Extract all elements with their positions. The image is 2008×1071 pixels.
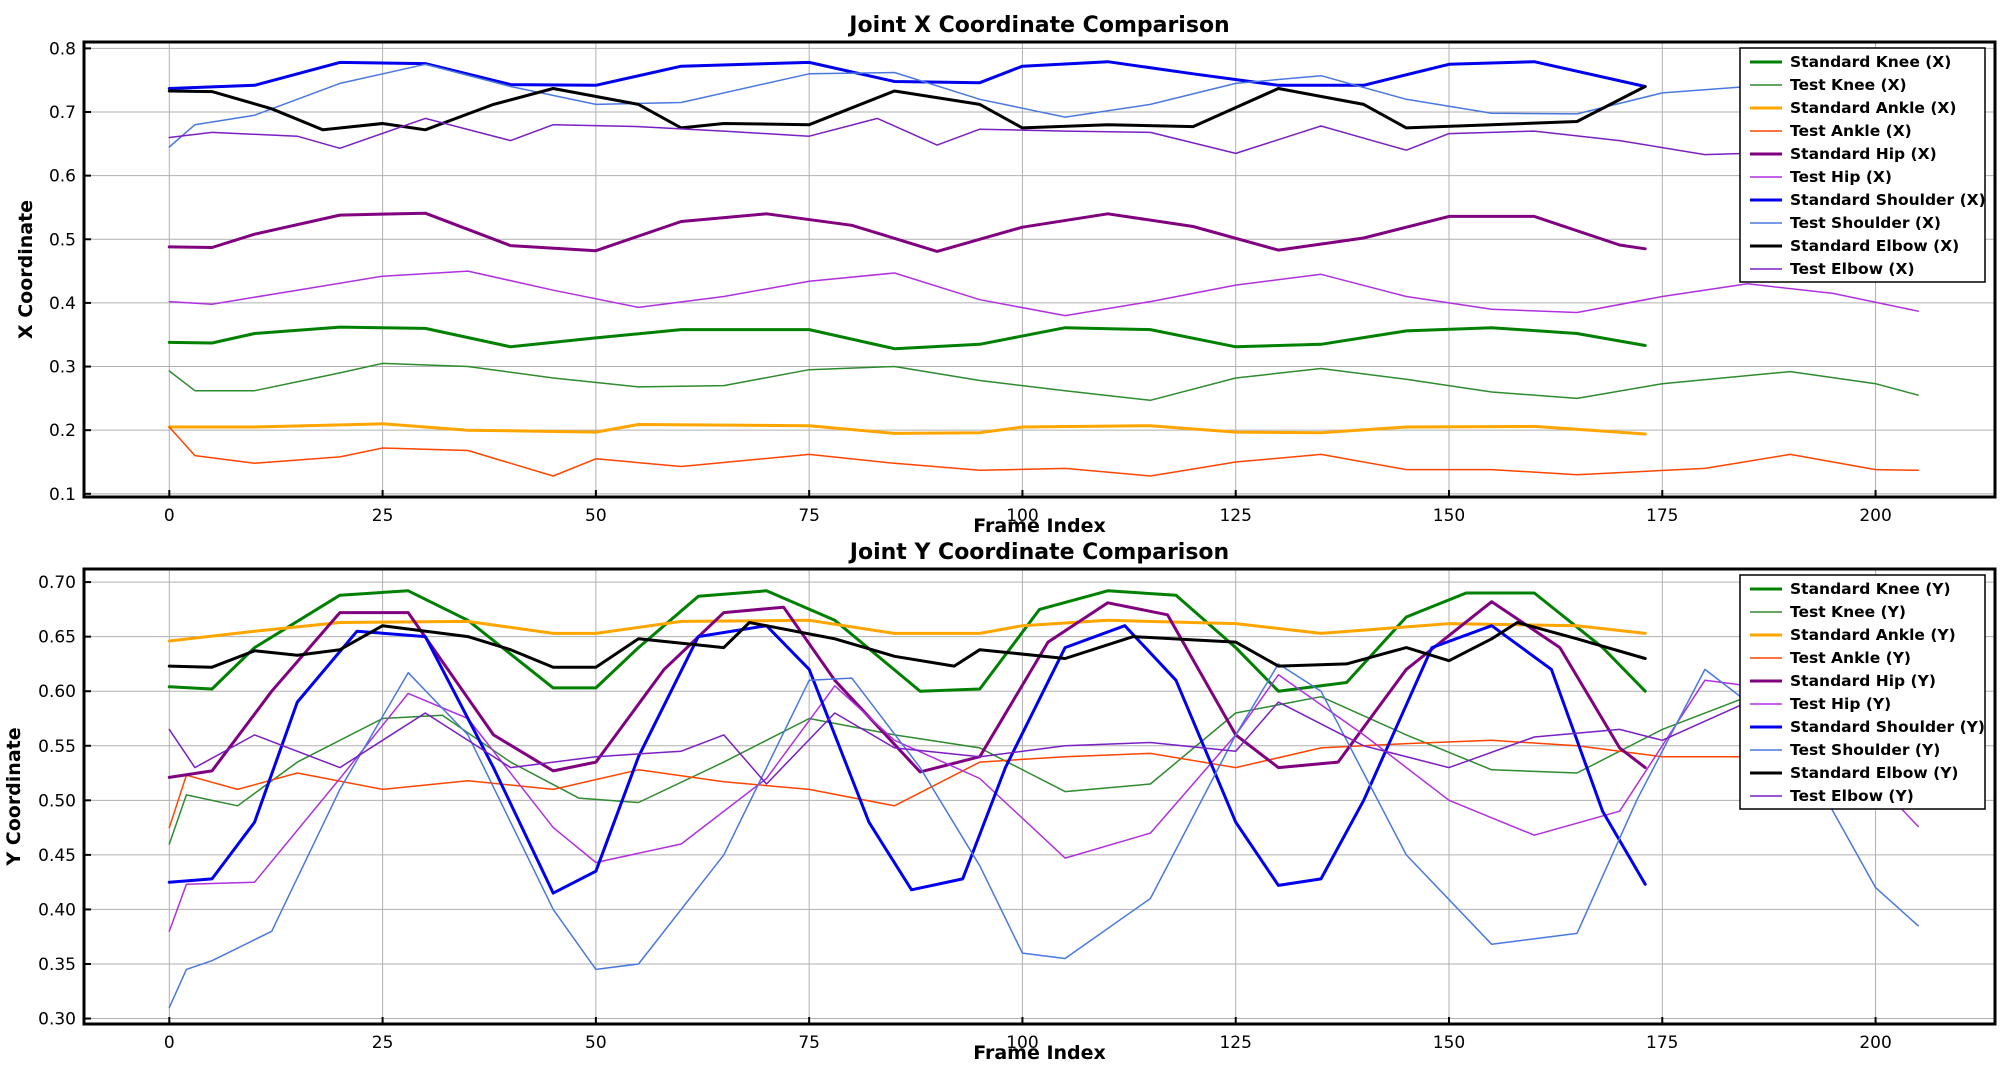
y-tick-label: 0.8 [49,39,76,59]
y-tick-label: 0.30 [38,1010,76,1030]
series-line [167,60,1647,90]
y-axis-title: X Coordinate [15,200,37,339]
legend-label: Test Hip (Y) [1790,695,1891,713]
chart-panel-y: 0 25 50 75 100 125 150 175 200 0.30 0.35 0.40 0.45 0.… [3,540,1997,1064]
y-tick-label: 0.45 [38,846,76,866]
plot-frame [82,567,1997,1026]
x-tick-label: 75 [798,1033,820,1053]
y-tick-label: 0.35 [38,955,76,975]
x-tick-label: 0 [164,506,175,526]
legend-label: Standard Knee (X) [1790,53,1951,71]
legend-label: Test Elbow (X) [1790,260,1915,278]
y-tick-label: 0.40 [38,900,76,920]
x-tick-label: 150 [1433,1033,1465,1053]
y-tick-label: 0.60 [38,682,76,702]
legend-label: Standard Ankle (X) [1790,99,1956,117]
legend-label: Test Shoulder (X) [1790,214,1941,232]
series-line [168,663,1919,1009]
y-tick-label: 0.5 [49,230,76,250]
x-tick-label: 150 [1433,506,1465,526]
y-tick-label: 0.7 [49,103,76,123]
x-tick-label: 125 [1219,1033,1251,1053]
series-line [167,621,1647,669]
series-line [168,692,1919,845]
legend-label: Test Shoulder (Y) [1790,741,1940,759]
legend: Standard Knee (X) Test Knee (X) Standard A… [1739,47,1986,283]
y-axis-title: Y Coordinate [3,727,25,866]
legend-label: Standard Elbow (Y) [1790,764,1959,782]
legend-label: Test Ankle (X) [1790,122,1912,140]
chart-title: Joint Y Coordinate Comparison [848,540,1229,565]
legend-label: Test Ankle (Y) [1790,649,1911,667]
series-line [168,117,1919,156]
chart-title: Joint X Coordinate Comparison [847,13,1229,38]
series-line [168,426,1919,477]
legend-box [1739,574,1986,810]
legend-label: Test Knee (X) [1790,76,1907,94]
legend-label: Test Hip (X) [1790,168,1892,186]
series-line [167,589,1647,693]
x-tick-label: 100 [1006,506,1038,526]
chart-panel-x: 0 25 50 75 100 125 150 175 200 0.1 0.2 0.3 0.4 0.5 0.6… [15,13,1997,537]
plot-frame [82,40,1997,499]
series-line [168,63,1919,148]
series-line [167,85,1647,132]
x-tick-label: 125 [1219,506,1251,526]
legend-label: Standard Shoulder (Y) [1790,718,1985,736]
x-axis-title: Frame Index [973,515,1106,537]
series-line [168,739,1919,829]
y-tick-label: 0.70 [38,573,76,593]
x-tick-label: 25 [372,506,394,526]
legend-label: Standard Hip (Y) [1790,672,1936,690]
y-tick-label: 0.1 [49,485,76,505]
x-tick-label: 175 [1646,1033,1678,1053]
legend: Standard Knee (Y) Test Knee (Y) Standard A… [1739,574,1986,810]
y-tick-label: 0.2 [49,421,76,441]
y-tick-label: 0.65 [38,628,76,648]
legend-label: Standard Hip (X) [1790,145,1937,163]
legend-label: Test Knee (Y) [1790,603,1906,621]
x-tick-label: 200 [1859,1033,1891,1053]
series-line [167,600,1647,779]
y-tick-label: 0.50 [38,791,76,811]
x-tick-label: 50 [585,1033,607,1053]
y-tick-label: 0.4 [49,294,76,314]
x-tick-label: 75 [798,506,820,526]
legend-label: Standard Knee (Y) [1790,580,1951,598]
series-line [168,362,1919,402]
x-axis-title: Frame Index [973,1042,1106,1064]
x-tick-label: 25 [372,1033,394,1053]
series-line [167,211,1647,253]
y-tick-label: 0.55 [38,737,76,757]
x-tick-label: 0 [164,1033,175,1053]
legend-box [1739,47,1986,283]
x-tick-label: 50 [585,506,607,526]
x-tick-label: 100 [1006,1033,1038,1053]
legend-label: Standard Ankle (Y) [1790,626,1956,644]
series-line [168,270,1919,317]
y-tick-label: 0.6 [49,167,76,187]
series-line [168,674,1919,933]
legend-label: Standard Shoulder (X) [1790,191,1986,209]
series-line [167,325,1647,351]
series-line [168,701,1919,785]
x-tick-label: 200 [1859,506,1891,526]
x-tick-label: 175 [1646,506,1678,526]
legend-label: Standard Elbow (X) [1790,237,1959,255]
series-line [167,422,1647,436]
series-line [167,618,1647,643]
series-line [167,624,1647,895]
y-tick-label: 0.3 [49,358,76,378]
legend-label: Test Elbow (Y) [1790,787,1914,805]
